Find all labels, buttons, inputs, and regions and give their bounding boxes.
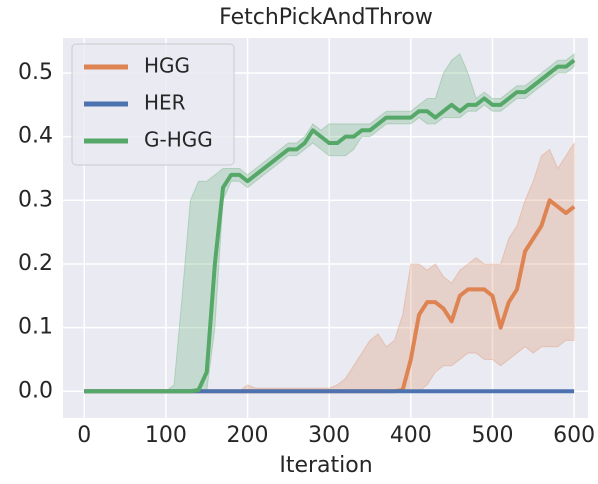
legend-label: G-HGG xyxy=(144,128,213,152)
y-tick-label: 0.0 xyxy=(18,378,53,403)
y-tick-label: 0.2 xyxy=(18,251,53,276)
x-tick-label: 200 xyxy=(227,423,269,448)
chart-title: FetchPickAndThrow xyxy=(219,5,433,30)
y-tick-label: 0.1 xyxy=(18,315,53,340)
x-tick-label: 0 xyxy=(77,423,91,448)
x-tick-label: 100 xyxy=(145,423,187,448)
legend-box xyxy=(71,43,235,166)
confidence-band xyxy=(84,52,575,392)
series-line xyxy=(84,58,576,394)
x-tick-label: 300 xyxy=(308,423,350,448)
y-tick-label: 0.3 xyxy=(18,187,53,212)
x-tick-label: 400 xyxy=(390,423,432,448)
legend-label: HER xyxy=(144,91,186,115)
legend-label: HGG xyxy=(144,54,190,78)
x-tick-label: 500 xyxy=(471,423,513,448)
y-tick-label: 0.5 xyxy=(18,60,53,85)
x-axis-label: Iteration xyxy=(279,453,372,478)
y-tick-label: 0.4 xyxy=(18,124,53,149)
x-tick-label: 600 xyxy=(553,423,595,448)
